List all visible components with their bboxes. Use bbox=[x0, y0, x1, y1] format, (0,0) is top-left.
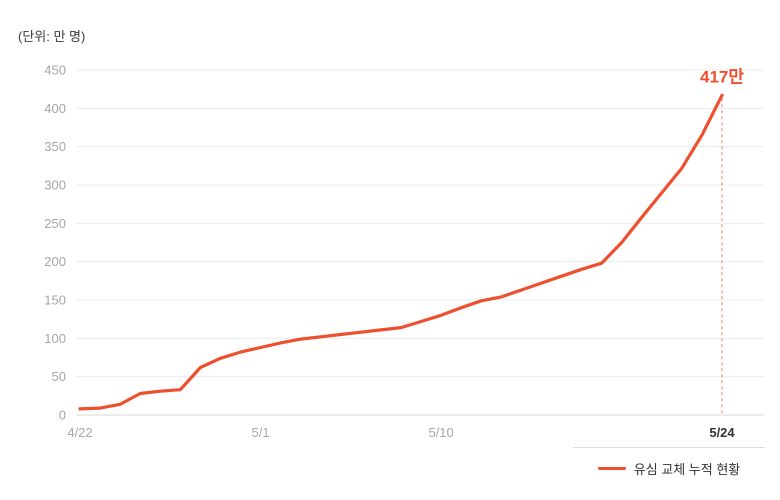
cumulative-usim-replacement-chart: 0 50 100 150 200 250 300 350 400 450 4/22 5/1 5/10 5/… bbox=[44, 63, 764, 440]
y-tick-label: 100 bbox=[44, 331, 66, 346]
y-tick-label: 50 bbox=[52, 369, 66, 384]
unit-label: (단위: 만 명) bbox=[18, 29, 86, 44]
y-tick-label: 250 bbox=[44, 216, 66, 231]
legend-label: 유심 교체 누적 현황 bbox=[633, 462, 741, 477]
y-tick-label: 350 bbox=[44, 139, 66, 154]
y-tick-label: 200 bbox=[44, 254, 66, 269]
legend-line-icon bbox=[597, 467, 626, 470]
x-tick-label: 5/24 bbox=[709, 425, 735, 440]
x-tick-label: 5/10 bbox=[428, 425, 453, 440]
series-line bbox=[78, 93, 724, 411]
y-tick-label: 450 bbox=[44, 63, 66, 78]
y-tick-label: 150 bbox=[44, 293, 66, 308]
x-tick-label: 5/1 bbox=[252, 425, 270, 440]
y-tick-label: 400 bbox=[44, 101, 66, 116]
y-tick-label: 0 bbox=[59, 408, 66, 423]
y-tick-label: 300 bbox=[44, 178, 66, 193]
legend: 유심 교체 누적 현황 bbox=[573, 447, 765, 478]
x-tick-label: 4/22 bbox=[67, 425, 92, 440]
annotation-final-value: 417만 bbox=[700, 67, 744, 86]
